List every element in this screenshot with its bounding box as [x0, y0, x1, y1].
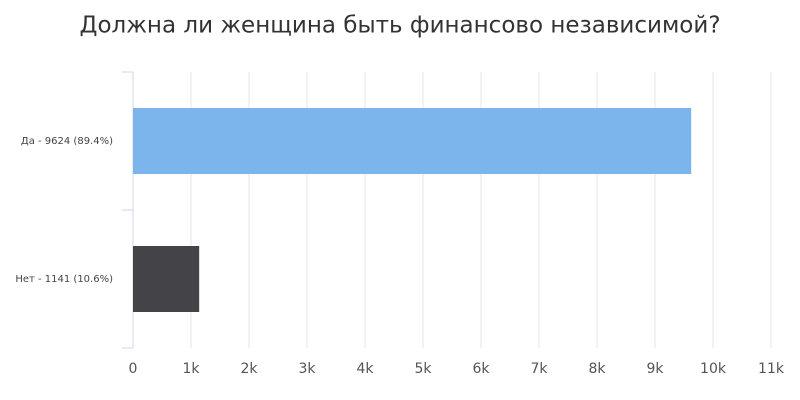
x-tick-label: 8k — [588, 361, 606, 377]
x-tick-label: 7k — [530, 361, 548, 377]
chart-title: Должна ли женщина быть финансово независ… — [79, 13, 720, 39]
x-tick-label: 11k — [758, 361, 785, 377]
x-tick-label: 10k — [700, 361, 727, 377]
bar — [133, 246, 200, 312]
x-tick-label: 3k — [298, 361, 316, 377]
x-tick-label: 5k — [414, 361, 432, 377]
x-tick-label: 1k — [182, 361, 200, 377]
x-tick-label: 0 — [129, 361, 138, 377]
x-tick-label: 2k — [240, 361, 258, 377]
x-tick-label: 4k — [356, 361, 374, 377]
x-tick-label: 6k — [472, 361, 490, 377]
y-tick-label: Да - 9624 (89.4%) — [21, 136, 113, 147]
bar — [133, 108, 692, 174]
y-tick-label: Нет - 1141 (10.6%) — [15, 274, 113, 285]
x-tick-label: 9k — [646, 361, 664, 377]
